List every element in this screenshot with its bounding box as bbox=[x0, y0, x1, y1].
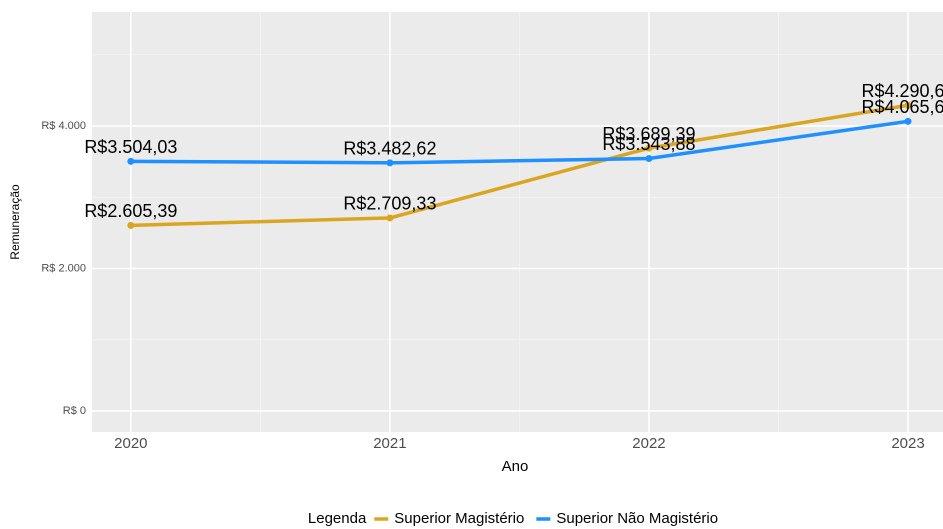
data-label: R$2.709,33 bbox=[343, 194, 436, 214]
data-point bbox=[127, 221, 135, 229]
data-point bbox=[645, 144, 653, 152]
data-point bbox=[386, 159, 394, 167]
x-tick-label: 2023 bbox=[891, 435, 924, 452]
data-point bbox=[645, 154, 653, 162]
legend-title: Legenda bbox=[308, 510, 367, 527]
y-tick-label: R$ 2.000 bbox=[41, 262, 86, 274]
x-tick-label: 2020 bbox=[114, 435, 147, 452]
data-point bbox=[904, 117, 912, 125]
data-point bbox=[127, 157, 135, 165]
legend-label: Superior Magistério bbox=[394, 510, 524, 527]
data-label: R$3.543,88 bbox=[602, 134, 695, 154]
data-point bbox=[904, 101, 912, 109]
x-tick-label: 2021 bbox=[373, 435, 406, 452]
data-label: R$2.605,39 bbox=[84, 201, 177, 221]
data-label: R$3.482,62 bbox=[343, 139, 436, 159]
y-axis-label: Remuneração bbox=[8, 184, 22, 260]
data-label: R$3.504,03 bbox=[84, 137, 177, 157]
series-line bbox=[130, 103, 909, 228]
legend-label: Superior Não Magistério bbox=[556, 510, 718, 527]
x-axis-label: Ano bbox=[502, 458, 529, 475]
data-label: R$4.290,67 bbox=[861, 81, 943, 101]
data-label: R$3.689,39 bbox=[602, 124, 695, 144]
data-point bbox=[386, 214, 394, 222]
series-line bbox=[130, 119, 909, 165]
y-tick-label: R$ 0 bbox=[63, 405, 86, 417]
data-label: R$4.065,62 bbox=[861, 97, 943, 117]
y-tick-label: R$ 4.000 bbox=[41, 120, 86, 132]
x-tick-label: 2022 bbox=[632, 435, 665, 452]
